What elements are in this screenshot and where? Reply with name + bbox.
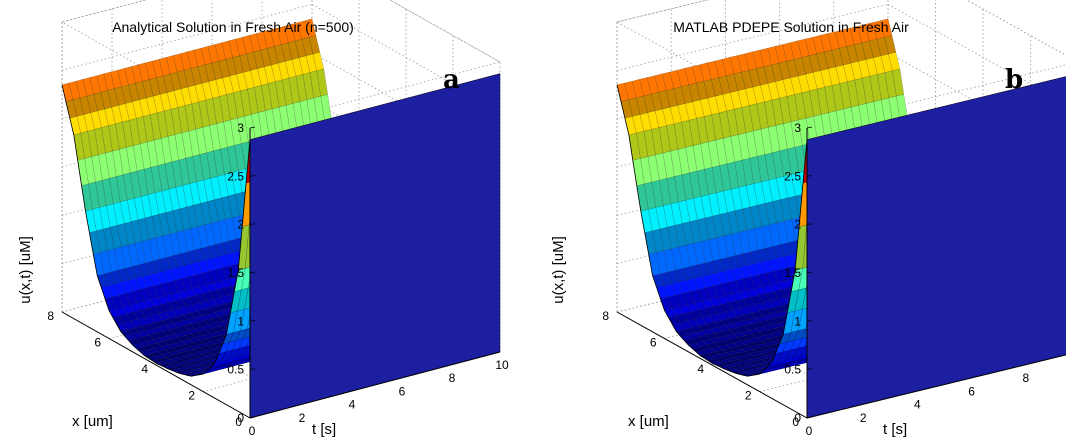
z-tick-label: 1 bbox=[237, 314, 244, 328]
axis-line bbox=[806, 354, 1066, 419]
z-tick bbox=[249, 319, 256, 322]
z-tick bbox=[249, 416, 256, 419]
z-tick bbox=[806, 416, 813, 419]
t-tick-label: 6 bbox=[968, 384, 975, 398]
x-tick-label: 6 bbox=[94, 336, 101, 350]
z-tick-label: 2.5 bbox=[227, 169, 244, 183]
box-edge bbox=[966, 0, 1066, 56]
box-edge bbox=[616, 0, 710, 23]
z-tick bbox=[249, 368, 256, 371]
z-axis-label: u(x,t) [uM] bbox=[17, 236, 34, 304]
z-axis-label: u(x,t) [uM] bbox=[550, 236, 567, 304]
t-tick-label: 6 bbox=[399, 384, 406, 398]
x-axis-label: x [um] bbox=[72, 413, 113, 430]
chart-panel-a: 0 0.5 1 1.5 2 2.5 3 0 2 4 6 8 0 2 4 6 8 10 Analytical Sol… bbox=[17, 0, 509, 438]
x-tick-label: 2 bbox=[745, 389, 752, 403]
z-tick bbox=[249, 271, 256, 274]
t-axis-label: t [s] bbox=[883, 421, 907, 438]
axis-line bbox=[616, 311, 808, 419]
t-tick-label: 4 bbox=[349, 398, 356, 412]
z-tick-label: 0 bbox=[794, 411, 801, 425]
z-tick-label: 1 bbox=[794, 314, 801, 328]
t-tick-label: 2 bbox=[860, 411, 867, 425]
t-tick-label: 0 bbox=[249, 424, 256, 438]
t-axis-label: t [s] bbox=[312, 421, 336, 438]
x-tick-label: 4 bbox=[697, 362, 704, 376]
grid-line bbox=[61, 3, 313, 71]
z-tick bbox=[806, 126, 813, 129]
x-tick-label: 0 bbox=[235, 415, 242, 429]
chart-title: MATLAB PDEPE Solution in Fresh Air bbox=[673, 19, 909, 35]
x-tick-label: 8 bbox=[47, 309, 54, 323]
chart-title: Analytical Solution in Fresh Air (n=500) bbox=[112, 19, 354, 35]
x-tick-label: 8 bbox=[602, 309, 609, 323]
z-tick bbox=[249, 126, 256, 129]
box-edge bbox=[249, 61, 501, 129]
surface-plot-a: 0 0.5 1 1.5 2 2.5 3 0 2 4 6 8 0 2 4 6 8 10 Analytical Sol… bbox=[17, 0, 509, 438]
x-tick-label: 2 bbox=[188, 389, 195, 403]
z-tick-label: 3 bbox=[794, 121, 801, 135]
z-tick-label: 1.5 bbox=[227, 266, 244, 280]
z-tick bbox=[806, 319, 813, 322]
z-tick-label: 1.5 bbox=[784, 266, 801, 280]
z-tick-label: 0.5 bbox=[784, 363, 801, 377]
z-tick-label: 0.5 bbox=[227, 363, 244, 377]
z-tick bbox=[806, 368, 813, 371]
z-tick-label: 3 bbox=[237, 121, 244, 135]
panel-letter: b bbox=[1005, 65, 1023, 95]
x-tick-label: 0 bbox=[792, 415, 799, 429]
t-tick-label: 8 bbox=[1022, 371, 1029, 385]
x-tick-label: 6 bbox=[650, 336, 657, 350]
grid-line bbox=[616, 3, 889, 71]
z-tick bbox=[806, 223, 813, 226]
t-tick-label: 0 bbox=[806, 424, 813, 438]
panel-letter: a bbox=[443, 65, 460, 95]
z-tick bbox=[806, 174, 813, 177]
t-tick-label: 8 bbox=[449, 371, 456, 385]
surface-front-edge bbox=[616, 84, 808, 377]
z-tick bbox=[806, 271, 813, 274]
z-tick bbox=[249, 223, 256, 226]
z-tick-label: 2.5 bbox=[784, 169, 801, 183]
t-tick-label: 2 bbox=[299, 411, 306, 425]
axis-line bbox=[249, 351, 501, 419]
grid-line bbox=[966, 0, 1066, 56]
box-edge bbox=[806, 64, 1066, 129]
t-tick-label: 4 bbox=[914, 398, 921, 412]
surface-front-edge bbox=[61, 84, 251, 377]
x-axis-label: x [um] bbox=[628, 413, 669, 430]
z-tick-label: 2 bbox=[237, 218, 244, 232]
z-tick-label: 0 bbox=[237, 411, 244, 425]
axis-line bbox=[61, 311, 251, 419]
z-tick bbox=[249, 174, 256, 177]
t-tick-label: 10 bbox=[495, 358, 509, 372]
z-tick-label: 2 bbox=[794, 218, 801, 232]
x-tick-label: 4 bbox=[141, 362, 148, 376]
